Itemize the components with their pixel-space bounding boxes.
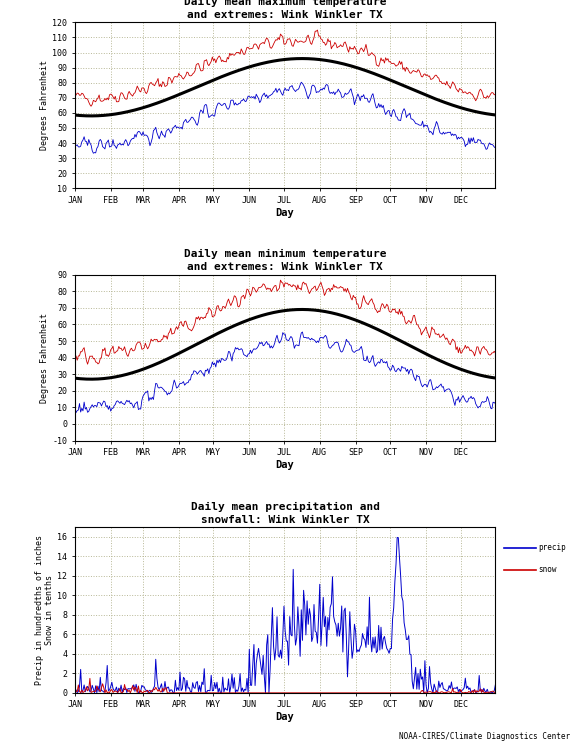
Y-axis label: Precip in hundredths of inches
Snow in tenths: Precip in hundredths of inches Snow in t… [35,535,55,685]
Text: snow: snow [539,565,557,574]
X-axis label: Day: Day [276,460,294,470]
Title: Daily mean maximum temperature
and extremes: Wink Winkler TX: Daily mean maximum temperature and extre… [184,0,386,20]
Text: precip: precip [539,543,566,552]
Title: Daily mean minimum temperature
and extremes: Wink Winkler TX: Daily mean minimum temperature and extre… [184,250,386,273]
Text: NOAA-CIRES/Climate Diagnostics Center: NOAA-CIRES/Climate Diagnostics Center [399,732,570,741]
X-axis label: Day: Day [276,712,294,722]
Y-axis label: Degrees Fahrenheit: Degrees Fahrenheit [40,313,50,402]
Y-axis label: Degrees Fahrenheit: Degrees Fahrenheit [40,60,50,150]
X-axis label: Day: Day [276,208,294,218]
Title: Daily mean precipitation and
snowfall: Wink Winkler TX: Daily mean precipitation and snowfall: W… [191,501,380,524]
